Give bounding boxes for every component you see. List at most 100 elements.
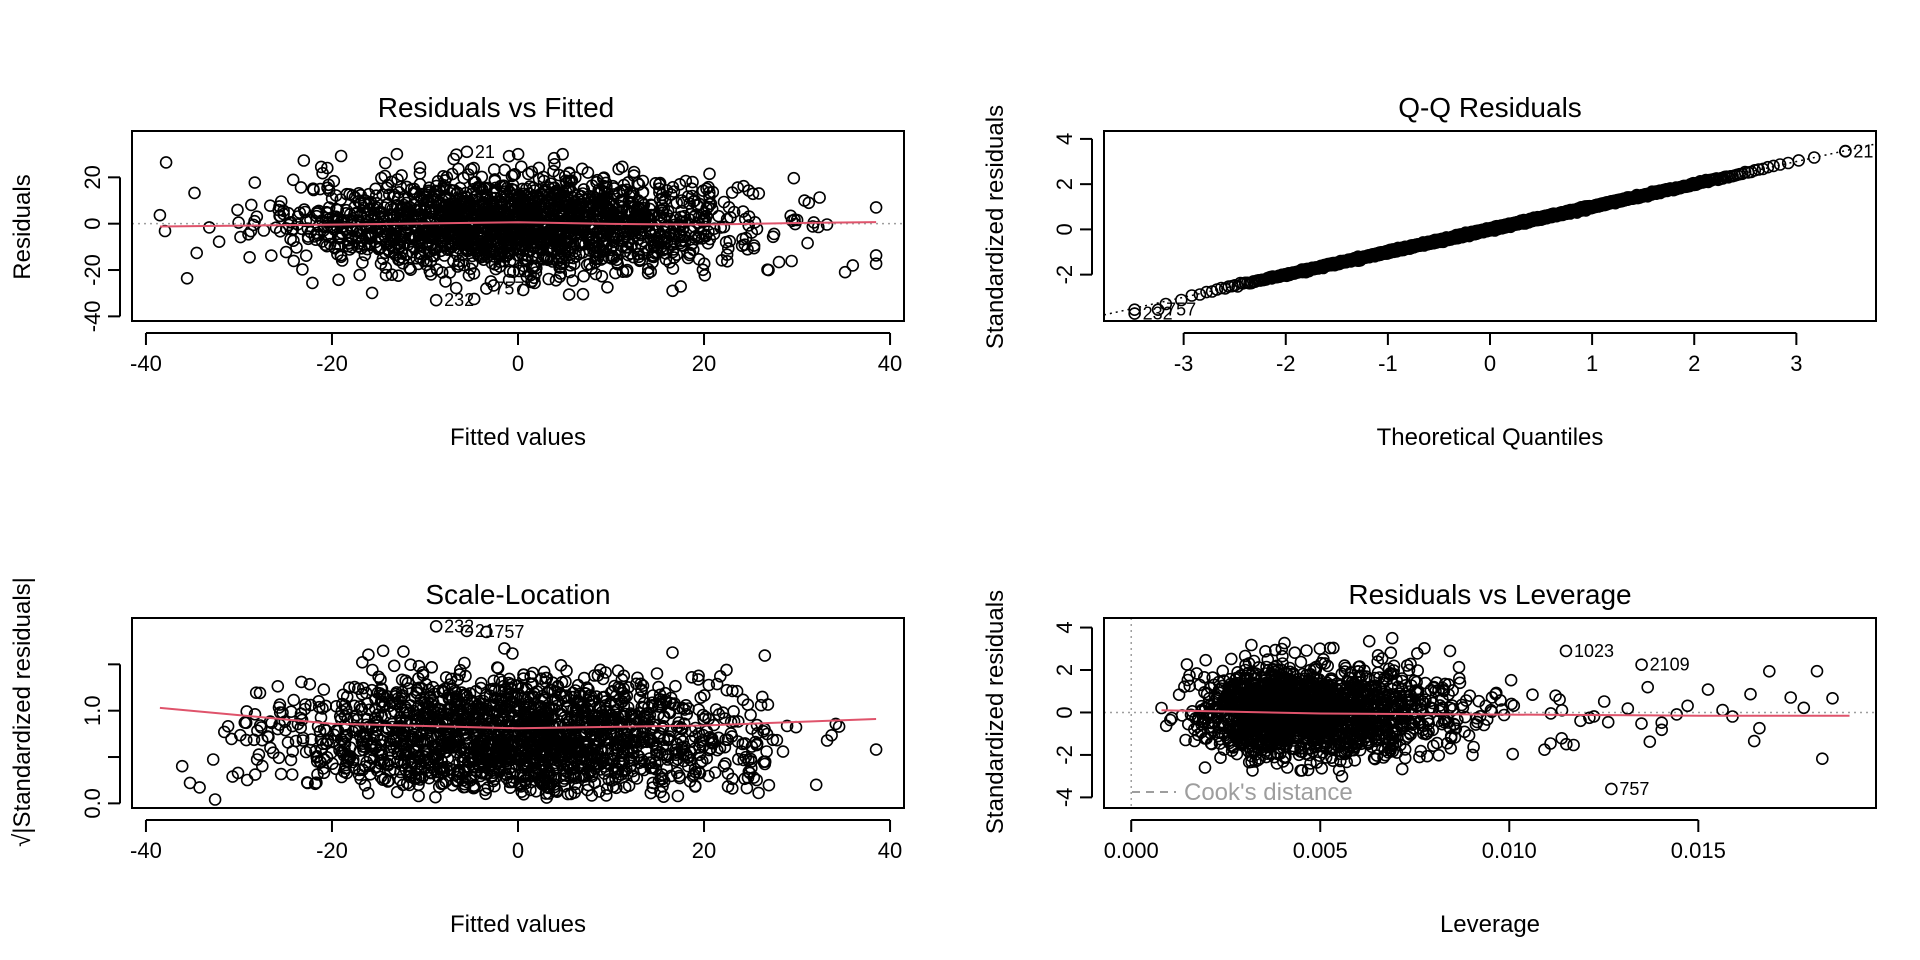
data-point [666, 646, 679, 659]
data-point [397, 645, 410, 658]
data-point [306, 276, 319, 290]
data-point [761, 698, 775, 711]
data-point [153, 208, 167, 222]
data-point [516, 283, 530, 297]
data-point [366, 663, 379, 677]
data-point [296, 263, 309, 276]
y-tick-label: 4 [1052, 133, 1077, 145]
point-label: 757 [1166, 300, 1196, 320]
data-point [514, 160, 528, 173]
chart-title: Residuals vs Fitted [378, 92, 615, 123]
data-point [1193, 288, 1207, 301]
data-point [231, 203, 244, 217]
data-point [869, 743, 883, 756]
x-tick-label: -20 [316, 351, 348, 376]
x-axis-label: Fitted values [450, 911, 586, 938]
data-point [334, 149, 348, 163]
data-point [813, 191, 826, 204]
data-point [447, 152, 461, 166]
data-point [257, 224, 271, 237]
data-point [548, 158, 561, 171]
data-point [271, 679, 285, 693]
data-point [391, 269, 405, 283]
data-point [287, 254, 301, 268]
data-point [725, 186, 739, 199]
chart-title: Scale-Location [425, 579, 610, 610]
point-label: 232 [444, 290, 474, 310]
x-tick-label: 0 [512, 351, 524, 376]
data-point [378, 169, 392, 183]
residuals-vs-fitted-panel: Residuals vs Fitted Fitted values Residu… [9, 92, 905, 451]
qq-residuals-panel: Q-Q Residuals Theoretical Quantiles Stan… [982, 92, 1877, 451]
data-point [404, 263, 418, 277]
x-tick-label: -1 [1378, 351, 1398, 376]
data-point [869, 249, 883, 262]
y-tick-label: -40 [80, 300, 105, 332]
y-tick-label: 20 [80, 165, 105, 189]
x-tick-label: 20 [692, 351, 716, 376]
data-point [203, 221, 216, 234]
data-point [190, 246, 203, 260]
x-tick-label: -2 [1276, 351, 1296, 376]
data-point [721, 242, 735, 255]
data-point [188, 186, 201, 200]
x-tick-label: -40 [130, 351, 162, 376]
data-point [159, 156, 173, 169]
data-point [785, 254, 798, 268]
point-label: 757 [494, 279, 524, 299]
x-tick-label: 0 [1484, 351, 1496, 376]
data-point [576, 287, 590, 301]
data-point [379, 268, 393, 282]
point-label: 21 [1853, 141, 1873, 161]
data-point [577, 269, 591, 283]
x-tick-label: 2 [1688, 351, 1700, 376]
data-point [245, 198, 258, 212]
data-point [511, 147, 525, 161]
highlighted-point [429, 293, 443, 307]
data-point [542, 272, 556, 286]
data-point [760, 745, 773, 758]
y-axis-label: Standardized residuals [982, 105, 1009, 349]
data-point [820, 218, 834, 231]
y-tick-label: -2 [1052, 265, 1077, 285]
data-point [180, 271, 194, 285]
data-point [322, 178, 335, 192]
x-axis-label: Theoretical Quantiles [1377, 424, 1604, 451]
data-point [720, 254, 734, 268]
data-point [443, 266, 457, 279]
data-point [669, 679, 682, 693]
data-point [646, 256, 659, 269]
x-tick-label: 40 [878, 351, 902, 376]
data-point [297, 154, 311, 167]
data-point [490, 661, 504, 674]
data-point [498, 642, 511, 655]
data-point [772, 255, 786, 269]
data-point [703, 167, 716, 181]
chart-title: Q-Q Residuals [1398, 92, 1582, 123]
y-tick-label: -20 [80, 254, 105, 286]
data-point [325, 192, 339, 205]
point-label: 21 [475, 142, 495, 162]
data-point [1781, 156, 1795, 170]
y-axis-label: √|Standardized residuals| [9, 577, 36, 847]
data-point [869, 201, 883, 214]
x-tick-label: -3 [1174, 351, 1194, 376]
data-point [506, 647, 519, 660]
data-point [686, 175, 699, 189]
data-point [521, 167, 535, 181]
scale-location-panel: Scale-Location Fitted values √|Standardi… [9, 577, 905, 938]
data-point [801, 236, 814, 250]
data-point [811, 220, 825, 234]
data-point [294, 181, 308, 194]
data-point [365, 286, 379, 300]
data-point [720, 248, 734, 261]
data-point [720, 663, 733, 677]
data-point [378, 156, 392, 170]
x-tick-label: 1 [1586, 351, 1598, 376]
data-point [562, 288, 576, 301]
y-tick-label: 0 [80, 218, 105, 230]
data-point [248, 176, 262, 189]
data-point [332, 273, 345, 287]
y-tick-label: 2 [1052, 178, 1077, 190]
x-tick-label: 3 [1790, 351, 1802, 376]
